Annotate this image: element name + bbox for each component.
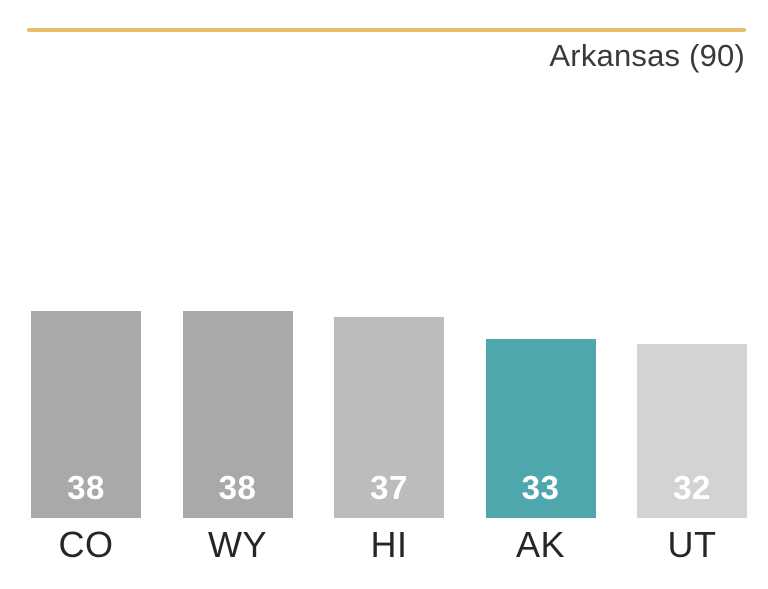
bar-ak: 33 AK — [485, 338, 596, 563]
bar-co: 38 CO — [31, 311, 141, 563]
chart-title: Arkansas (90) — [549, 38, 745, 73]
bar-category-label: HI — [370, 524, 408, 565]
bar-ut: 32 UT — [637, 343, 747, 563]
bar-value-label: 37 — [370, 469, 408, 506]
bar-category-label: AK — [515, 524, 566, 565]
bar-wy: 38 WY — [182, 311, 293, 563]
bar-value-label: 32 — [673, 469, 711, 506]
bar-category-label: WY — [208, 524, 267, 565]
bar-category-label: UT — [667, 524, 717, 565]
bar-hi: 37 HI — [334, 316, 444, 563]
bar-value-label: 33 — [521, 469, 560, 506]
accent-divider-line — [27, 28, 746, 32]
bar-value-label: 38 — [67, 469, 105, 506]
bar-category-label: CO — [58, 524, 114, 565]
bar-value-label: 38 — [218, 469, 257, 506]
